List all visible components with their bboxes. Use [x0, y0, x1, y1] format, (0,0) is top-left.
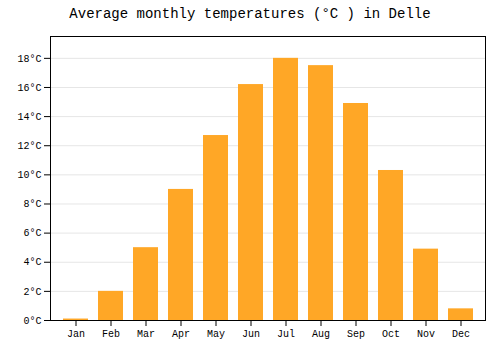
html-text:Average monthly temperatures (: Average monthly temperatures (°C ) in De…: [69, 6, 431, 22]
svg-text:Oct: Oct: [382, 329, 400, 340]
svg-text:May: May: [207, 329, 225, 340]
svg-text:Jan: Jan: [67, 329, 85, 340]
svg-text:Apr: Apr: [172, 329, 190, 340]
svg-text:10°C: 10°C: [17, 170, 41, 181]
svg-text:Mar: Mar: [137, 329, 155, 340]
svg-text:4°C: 4°C: [23, 257, 41, 268]
svg-text:Jul: Jul: [277, 329, 295, 340]
svg-text:Feb: Feb: [102, 329, 120, 340]
svg-text:0°C: 0°C: [23, 316, 41, 327]
svg-text:Jun: Jun: [242, 329, 260, 340]
svg-text:Dec: Dec: [452, 329, 470, 340]
svg-text:Sep: Sep: [347, 329, 365, 340]
svg-text:6°C: 6°C: [23, 228, 41, 239]
svg-text:Aug: Aug: [312, 329, 330, 340]
svg-text:14°C: 14°C: [17, 112, 41, 123]
svg-text:8°C: 8°C: [23, 199, 41, 210]
svg-text:16°C: 16°C: [17, 83, 41, 94]
svg-text:2°C: 2°C: [23, 287, 41, 298]
svg-text:12°C: 12°C: [17, 141, 41, 152]
svg-text:18°C: 18°C: [17, 54, 41, 65]
svg-text:Nov: Nov: [417, 329, 435, 340]
